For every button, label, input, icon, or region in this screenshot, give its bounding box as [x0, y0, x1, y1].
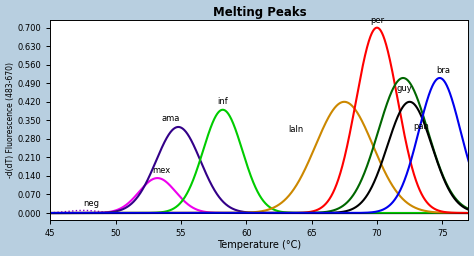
Text: per: per — [370, 16, 384, 25]
Text: inf: inf — [218, 97, 228, 106]
Text: laln: laln — [288, 125, 303, 134]
Y-axis label: -d(dT) Fluorescence (483-670): -d(dT) Fluorescence (483-670) — [6, 62, 15, 178]
Title: Melting Peaks: Melting Peaks — [212, 6, 306, 18]
X-axis label: Temperature (°C): Temperature (°C) — [217, 240, 301, 250]
Text: pan: pan — [413, 122, 429, 131]
Text: mex: mex — [152, 166, 171, 175]
Text: ama: ama — [161, 114, 180, 123]
Text: bra: bra — [436, 66, 450, 75]
Text: guy: guy — [397, 83, 412, 92]
Text: neg: neg — [83, 199, 99, 208]
